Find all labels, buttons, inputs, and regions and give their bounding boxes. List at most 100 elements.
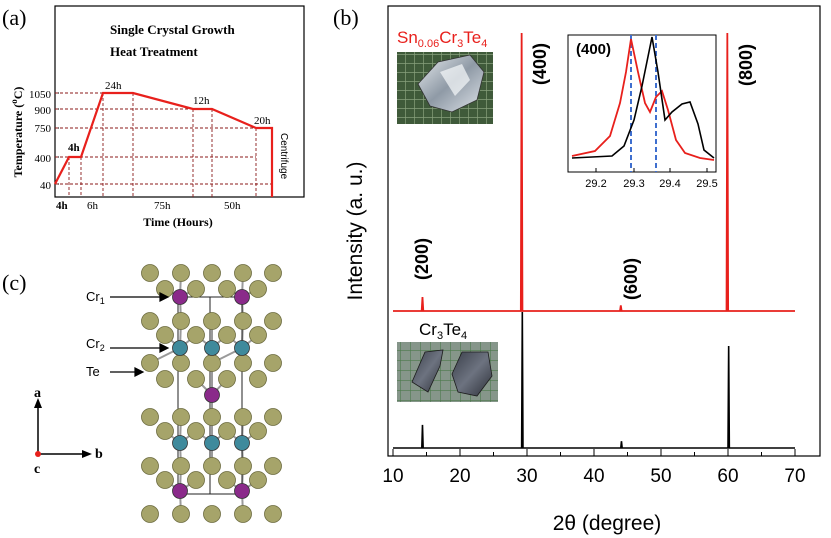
ytick-900: 900 (35, 105, 52, 117)
hold-20h: 20h (254, 115, 271, 127)
cr2-atom (234, 435, 250, 451)
te-atom (218, 370, 236, 388)
te-atom (249, 370, 267, 388)
te-atom (187, 326, 205, 344)
hold-24h: 24h (105, 80, 122, 92)
inset-doped-trace (571, 38, 715, 161)
xrd-xtick-label: 40 (583, 466, 604, 487)
axis-a-label: a (34, 386, 41, 401)
te-atom (218, 422, 236, 440)
doped-base-1: Sn (397, 28, 418, 47)
inset-xtick-3: 29.4 (659, 178, 680, 190)
heat-ylabel-unit: C) (11, 87, 25, 100)
te-atom (203, 312, 221, 330)
label-cr1-sub: 1 (100, 296, 105, 306)
te-atom (187, 422, 205, 440)
heat-ylabel-degree: o (9, 99, 19, 104)
te-atom (249, 471, 267, 489)
xrd-xtick-label: 60 (717, 466, 738, 487)
doped-xrd-trace (393, 32, 795, 312)
crystal-atoms (141, 264, 282, 523)
ytick-400: 400 (35, 153, 52, 165)
pure-xrd-trace (393, 311, 795, 449)
label-cr2-base: Cr (86, 336, 100, 351)
xrd-inset: (400) 29.2 29.3 29.4 29.5 (567, 34, 718, 190)
label-cr2: Cr2 (86, 336, 105, 353)
panel-label-a: (a) (2, 5, 26, 30)
cr1-atom (172, 483, 188, 499)
heat-profile-line (54, 91, 274, 197)
xrd-xtick-label: 20 (449, 466, 470, 487)
xrd-xtick-label: 10 (382, 466, 403, 487)
label-cr1-base: Cr (86, 289, 100, 304)
segment-4h-hold: 4h (68, 142, 80, 154)
doped-sub-2: 3 (457, 38, 463, 50)
segment-50h: 50h (224, 200, 241, 212)
xrd-frame (387, 5, 821, 457)
te-atom (264, 354, 282, 372)
te-atom (172, 264, 190, 282)
te-atom (156, 326, 174, 344)
te-atom (156, 422, 174, 440)
inset-xtick-2: 29.3 (623, 178, 644, 190)
heat-guides (55, 92, 272, 197)
te-atom (234, 312, 252, 330)
xrd-xtick-label: 50 (650, 466, 671, 487)
doped-sub-1: 0.06 (418, 38, 439, 50)
segment-75h: 75h (154, 200, 171, 212)
te-atom (172, 408, 190, 426)
centrifuge-label: Centrifuge (278, 133, 289, 180)
ytick-40: 40 (40, 180, 52, 192)
cr2-atom (172, 340, 188, 356)
label-cr2-sub: 2 (100, 343, 105, 353)
hold-12h: 12h (193, 95, 210, 107)
te-atom (203, 264, 221, 282)
pure-sub-2: 4 (461, 330, 467, 342)
inset-pure-trace (571, 36, 715, 159)
te-atom (249, 422, 267, 440)
peak-label-600: (600) (621, 258, 641, 300)
panel-label-c: (c) (2, 270, 26, 295)
te-atom (172, 505, 190, 523)
xrd-xlabel: 2θ (degree) (553, 512, 662, 535)
inset-xtick-1: 29.2 (585, 178, 606, 190)
axis-c-dot (35, 451, 41, 457)
te-atom (141, 505, 159, 523)
te-atom (264, 505, 282, 523)
te-atom (234, 408, 252, 426)
te-atom (203, 505, 221, 523)
crystal-axes: a b c (34, 386, 103, 477)
te-atom (264, 457, 282, 475)
te-atom (249, 280, 267, 298)
xrd-ylabel: Intensity (a. u.) (344, 162, 367, 301)
inset-label: (400) (576, 41, 611, 58)
ytick-1050: 1050 (29, 89, 52, 101)
segment-4h-ramp: 4h (56, 200, 68, 212)
ytick-750: 750 (35, 123, 52, 135)
te-atom (203, 354, 221, 372)
te-atom (172, 457, 190, 475)
cr1-atom (172, 289, 188, 305)
pure-compound-label: Cr3Te4 (419, 320, 467, 342)
te-atom (234, 354, 252, 372)
te-atom (156, 471, 174, 489)
doped-sub-3: 4 (481, 38, 487, 50)
heat-ylabel-main: Temperature ( (11, 104, 25, 178)
te-atom (141, 354, 159, 372)
axis-b-label: b (95, 447, 103, 462)
te-atom (218, 471, 236, 489)
cr1-atom (204, 387, 220, 403)
cr2-atom (204, 340, 220, 356)
peak-label-800: (800) (736, 44, 756, 86)
cr2-atom (234, 340, 250, 356)
inset-xtick-4: 29.5 (696, 178, 717, 190)
te-atom (187, 370, 205, 388)
heat-xlabel: Time (Hours) (143, 215, 212, 229)
te-atom (156, 370, 174, 388)
xrd-x-ticks: 10 20 30 40 50 60 70 (382, 449, 806, 487)
cr2-atom (204, 435, 220, 451)
te-atom (234, 505, 252, 523)
cr1-atom (234, 289, 250, 305)
xrd-xtick-label: 70 (784, 466, 805, 487)
cr1-atom (234, 483, 250, 499)
